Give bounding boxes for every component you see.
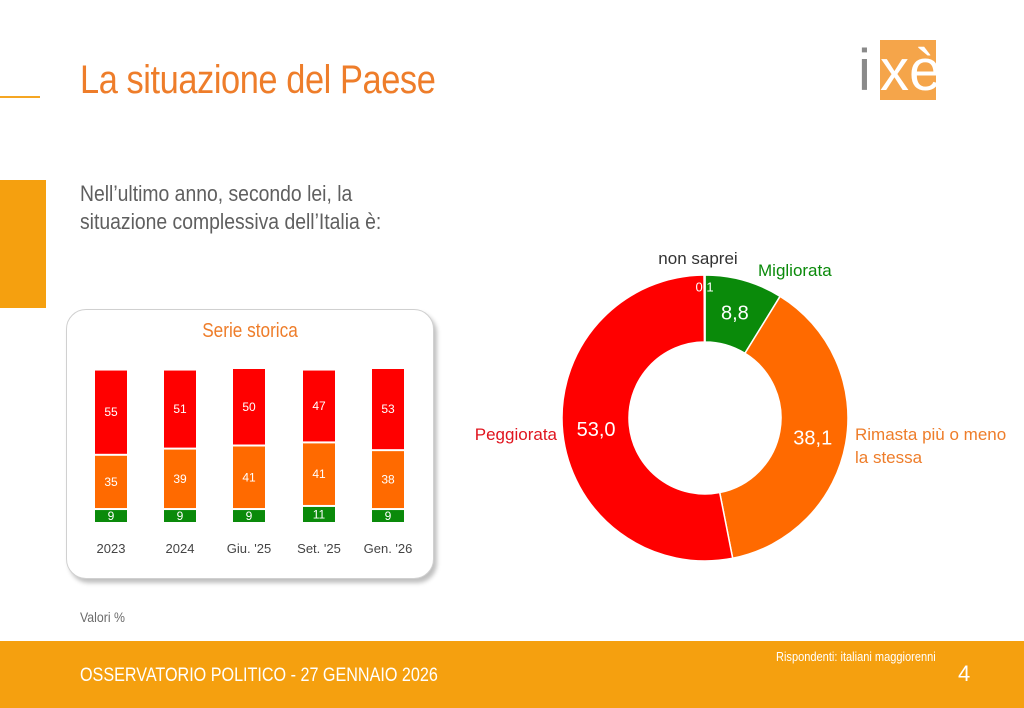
donut-category-label: Peggiorata <box>475 425 558 444</box>
footer-bar: OSSERVATORIO POLITICO - 27 GENNAIO 2026 … <box>0 641 1024 708</box>
bar-category-label: Giu. '25 <box>227 541 271 556</box>
donut-category-label: la stessa <box>855 448 923 467</box>
bar-value-label: 39 <box>173 472 187 486</box>
bar-segment <box>164 510 196 522</box>
bar-value-label: 9 <box>108 509 115 523</box>
donut-value-label: 0,1 <box>696 280 714 295</box>
bar-value-label: 9 <box>177 509 184 523</box>
donut-slice <box>561 274 734 562</box>
bar-value-label: 47 <box>312 399 326 413</box>
bar-segment <box>372 510 404 522</box>
bar-value-label: 55 <box>104 405 118 419</box>
bar-segment <box>95 510 127 522</box>
bar-value-label: 35 <box>104 475 118 489</box>
donut-category-label: Rimasta più o meno <box>855 425 1006 444</box>
page-title: La situazione del Paese <box>80 58 436 102</box>
footer-survey-title: OSSERVATORIO POLITICO - 27 GENNAIO 2026 <box>80 665 438 686</box>
page-number: 4 <box>958 661 971 686</box>
bar-category-label: 2023 <box>97 541 126 556</box>
bar-category-label: Set. '25 <box>297 541 341 556</box>
bar-value-label: 11 <box>313 507 326 521</box>
bar-segment <box>303 370 335 442</box>
bar-segment <box>164 370 196 448</box>
bar-segment <box>164 449 196 509</box>
bar-value-label: 38 <box>381 473 395 487</box>
bar-value-label: 9 <box>246 509 253 523</box>
bar-segment <box>233 369 265 445</box>
donut-category-label: Migliorata <box>758 261 832 280</box>
bar-category-label: Gen. '26 <box>364 541 413 556</box>
bar-value-label: 51 <box>173 402 187 416</box>
donut-value-label: 53,0 <box>577 419 616 441</box>
bar-category-label: 2024 <box>166 541 195 556</box>
bar-segment <box>95 455 127 509</box>
logo-letter-i: i <box>858 38 871 102</box>
historical-series-panel: Serie storica 9 35 55 2023 9 39 51 2024 9 41 50 Giu… <box>66 309 434 579</box>
footer-respondents: Rispondenti: italiani maggiorenni <box>776 649 936 664</box>
bar-segment <box>233 446 265 509</box>
bar-value-label: 41 <box>312 467 326 481</box>
values-note: Valori % <box>80 609 125 625</box>
logo-letters-xe: xè <box>880 38 938 102</box>
bar-segment <box>233 510 265 522</box>
ixe-logo: i xè <box>858 38 938 102</box>
bar-segment <box>372 369 404 450</box>
bar-value-label: 53 <box>381 402 395 416</box>
donut-category-label: non saprei <box>658 249 737 268</box>
bar-segment <box>303 443 335 505</box>
bar-segment <box>303 506 335 522</box>
donut-slice <box>703 274 706 343</box>
title-rule <box>0 96 40 98</box>
donut-slice <box>718 295 849 560</box>
historical-series-title: Serie storica <box>202 320 298 342</box>
donut-value-label: 8,8 <box>721 303 749 325</box>
side-accent-bar <box>0 180 46 308</box>
donut-value-label: 38,1 <box>793 428 832 450</box>
bar-value-label: 41 <box>242 470 256 484</box>
donut-chart: 8,8 38,1 53,0 0,1 Migliorata Rimasta più o me… <box>475 249 1006 562</box>
survey-question: Nell’ultimo anno, secondo lei, la situaz… <box>80 181 382 234</box>
bar-segment <box>95 370 127 454</box>
bar-segment <box>372 451 404 509</box>
stacked-bar-chart: 9 35 55 2023 9 39 51 2024 9 41 50 Giu. '25 11 41 47 Set… <box>95 369 413 556</box>
bar-value-label: 9 <box>385 509 392 523</box>
bar-value-label: 50 <box>242 400 256 414</box>
